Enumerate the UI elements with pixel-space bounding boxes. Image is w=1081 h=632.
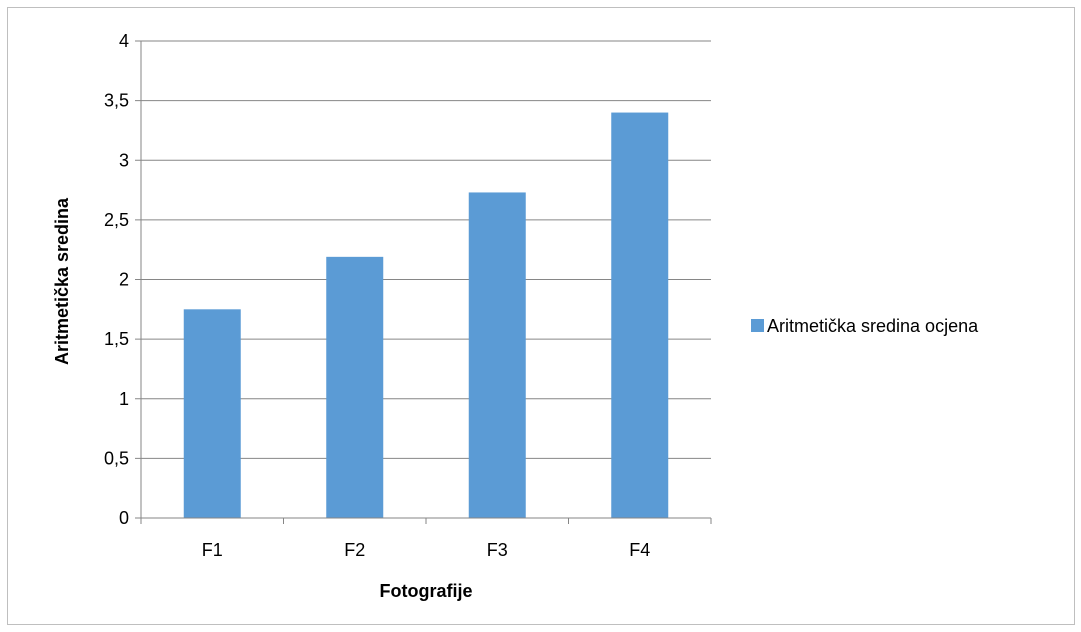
bar	[468, 192, 526, 518]
y-tick-label: 2,5	[104, 210, 129, 230]
y-tick-label: 1	[119, 389, 129, 409]
y-tick-label: 3	[119, 150, 129, 170]
y-tick-label: 2	[119, 270, 129, 290]
y-tick-label: 1,5	[104, 329, 129, 349]
x-tick-label: F2	[344, 540, 365, 560]
bars	[183, 112, 669, 519]
bar	[611, 112, 669, 519]
y-tick-label: 3,5	[104, 91, 129, 111]
y-tick-label: 0,5	[104, 448, 129, 468]
y-axis-title: Aritmetička sredina	[52, 197, 72, 365]
axes	[135, 40, 712, 524]
legend-swatch	[751, 319, 764, 332]
y-tick-label: 0	[119, 508, 129, 528]
x-axis-title: Fotografije	[380, 581, 473, 601]
bar	[326, 256, 384, 518]
bar	[183, 309, 241, 518]
tick-labels: 0 0,5 1 1,5 2 2,5 3 3,5 4 F1 F2 F3 F4	[104, 31, 650, 560]
x-tick-label: F4	[629, 540, 650, 560]
y-tick-label: 4	[119, 31, 129, 51]
x-tick-label: F3	[487, 540, 508, 560]
x-tick-label: F1	[202, 540, 223, 560]
legend: Aritmetička sredina ocjena	[751, 316, 979, 336]
legend-label: Aritmetička sredina ocjena	[767, 316, 979, 336]
